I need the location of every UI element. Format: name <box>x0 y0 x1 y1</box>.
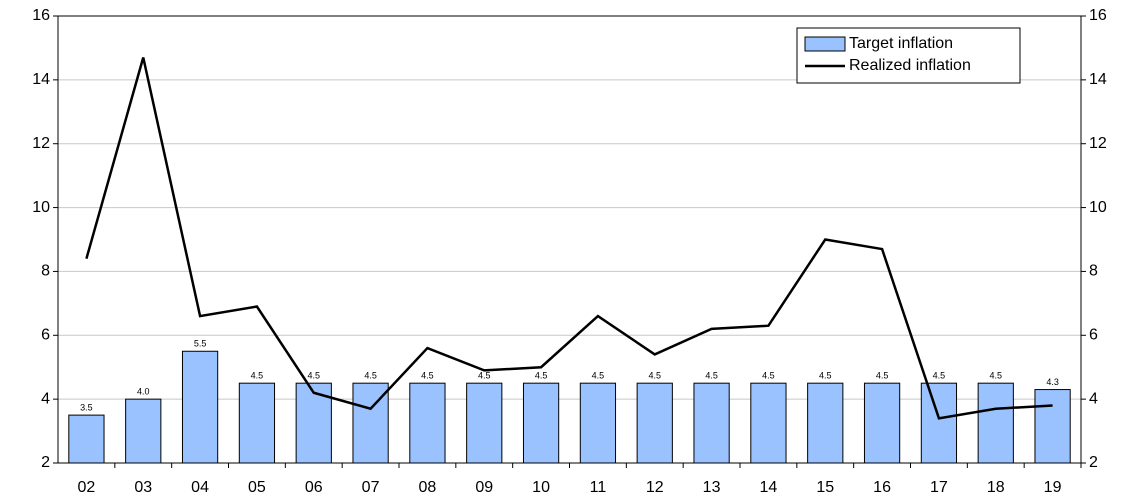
bar <box>238 382 276 464</box>
x-tick-label: 17 <box>930 479 948 496</box>
y-tick-label: 14 <box>32 71 50 88</box>
x-tick-label: 13 <box>703 479 721 496</box>
bar <box>977 382 1014 464</box>
bar <box>466 382 503 464</box>
x-tick-label: 06 <box>305 479 323 496</box>
value-label: 4.5 <box>307 371 320 381</box>
value-label: 4.5 <box>819 371 832 381</box>
x-tick-label: 10 <box>532 479 550 496</box>
bar <box>68 414 105 464</box>
y-tick-label: 8 <box>41 263 50 280</box>
y2-tick-label: 8 <box>1089 263 1098 280</box>
y-tick-label: 4 <box>41 390 50 407</box>
x-tick-label: 03 <box>134 479 152 496</box>
value-label: 4.5 <box>592 371 605 381</box>
legend-label: Realized inflation <box>849 57 971 74</box>
value-label: 3.5 <box>80 402 93 412</box>
value-label: 4.0 <box>137 387 150 397</box>
x-tick-label: 12 <box>646 479 664 496</box>
bar <box>579 382 617 464</box>
bar <box>636 382 673 464</box>
bar <box>409 382 446 464</box>
line <box>85 57 1053 420</box>
value-label: 4.5 <box>364 371 377 381</box>
bar <box>693 382 730 464</box>
y-tick-label: 16 <box>32 7 50 24</box>
bar <box>863 382 901 464</box>
value-label: 4.5 <box>762 371 775 381</box>
value-label: 4.5 <box>421 371 434 381</box>
y-tick-label: 10 <box>32 199 50 216</box>
bar <box>807 382 844 464</box>
x-tick-label: 18 <box>987 479 1005 496</box>
plot-frame <box>57 15 1082 464</box>
x-tick-label: 02 <box>78 479 96 496</box>
y2-tick-label: 6 <box>1089 327 1098 344</box>
x-tick-label: 04 <box>191 479 209 496</box>
x-tick-label: 14 <box>760 479 778 496</box>
x-tick-label: 05 <box>248 479 266 496</box>
value-label: 4.5 <box>251 371 264 381</box>
bar <box>750 382 787 464</box>
value-label: 4.5 <box>989 371 1002 381</box>
value-label: 4.5 <box>648 371 661 381</box>
x-tick-label: 11 <box>590 479 607 496</box>
value-label: 4.5 <box>705 371 718 381</box>
x-tick-label: 08 <box>419 479 437 496</box>
bar <box>125 398 162 464</box>
legend-swatch <box>804 36 846 52</box>
bar <box>522 382 560 464</box>
y-tick-label: 12 <box>32 135 50 152</box>
y-tick-label: 2 <box>41 454 50 471</box>
legend-label: Target inflation <box>849 35 953 52</box>
value-label: 4.5 <box>478 371 491 381</box>
value-label: 4.5 <box>535 371 548 381</box>
x-tick-label: 16 <box>873 479 891 496</box>
bar <box>181 350 219 464</box>
y2-tick-label: 12 <box>1089 135 1107 152</box>
x-tick-label: 07 <box>362 479 380 496</box>
x-tick-label: 09 <box>475 479 493 496</box>
y2-tick-label: 2 <box>1089 454 1098 471</box>
y2-tick-label: 4 <box>1089 390 1098 407</box>
bar <box>920 382 958 464</box>
value-label: 5.5 <box>194 339 207 349</box>
value-label: 4.3 <box>1046 377 1059 387</box>
value-label: 4.5 <box>876 371 889 381</box>
value-label: 4.5 <box>933 371 946 381</box>
bar <box>1034 389 1071 464</box>
x-tick-label: 15 <box>816 479 834 496</box>
y-tick-label: 6 <box>41 327 50 344</box>
bar <box>295 382 332 464</box>
y2-tick-label: 16 <box>1089 7 1107 24</box>
y2-tick-label: 14 <box>1089 71 1107 88</box>
y2-tick-label: 10 <box>1089 199 1107 216</box>
x-tick-label: 19 <box>1044 479 1062 496</box>
